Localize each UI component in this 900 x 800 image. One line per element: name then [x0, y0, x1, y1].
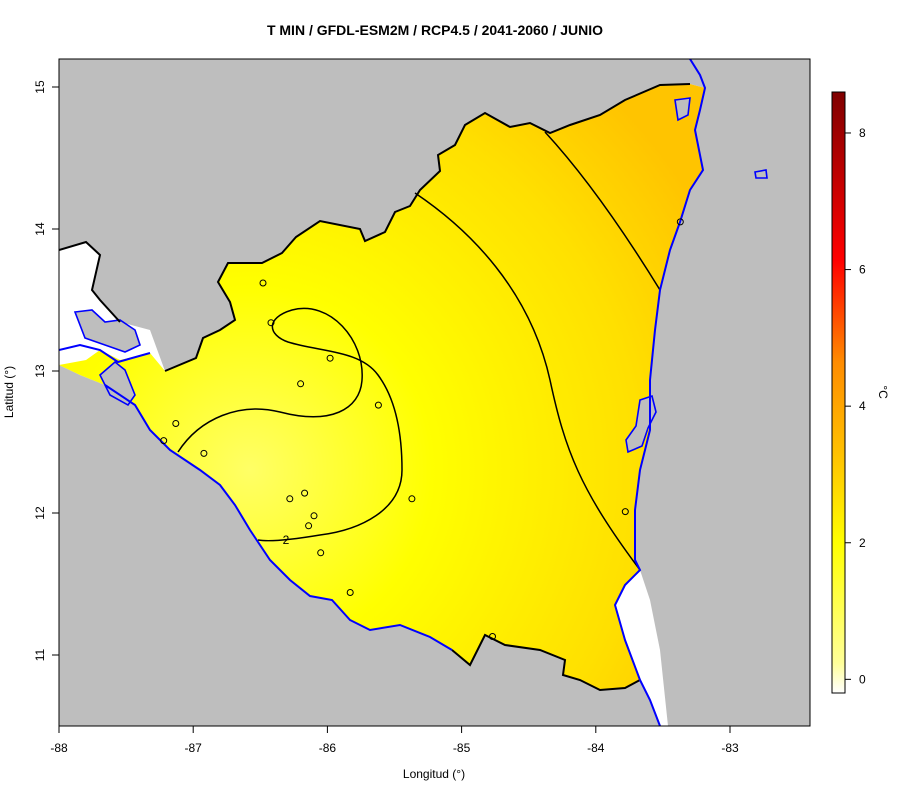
colorbar-ramp: [831, 91, 846, 694]
pearl-lagoon: [625, 394, 657, 454]
station-point: [301, 489, 309, 497]
y-tick-label: 12: [33, 506, 47, 520]
caribbean-coastline: [613, 59, 707, 726]
honduras-land: [59, 59, 705, 371]
colorbar-tick-label: 8: [859, 126, 866, 140]
station-point: [305, 522, 313, 530]
y-tick-label: 13: [33, 364, 47, 378]
station-point: [259, 279, 267, 287]
colorbar-tick-label: 4: [859, 399, 866, 413]
x-tick-label: -86: [319, 741, 337, 755]
el-salvador-land: [59, 365, 660, 726]
bay-of-fonseca-water: [73, 309, 141, 353]
x-tick-label: -85: [453, 741, 471, 755]
island-corn: [754, 169, 768, 179]
station-point: [346, 589, 354, 596]
map-title: T MIN / GFDL-ESM2M / RCP4.5 / 2041-2060 …: [267, 22, 603, 38]
contour-3: [544, 131, 661, 291]
station-point: [286, 495, 294, 503]
station-point: [267, 319, 275, 327]
colorbar-unit: °C: [876, 385, 890, 399]
station-point: [310, 512, 318, 520]
station-markers: [160, 218, 684, 640]
station-point: [200, 449, 208, 457]
colorbar-tick-label: 2: [859, 536, 866, 550]
y-tick-label: 15: [33, 80, 47, 94]
y-tick-label: 14: [33, 222, 47, 236]
station-point: [326, 354, 334, 362]
map-panel: 2: [59, 59, 810, 726]
station-point: [160, 437, 168, 445]
colorbar-tick-label: 6: [859, 263, 866, 277]
contour-2-5: [414, 192, 641, 571]
contour-2-inner: [177, 307, 403, 542]
x-axis: -88 -87 -86 -85 -84 -83 Longitud (°): [50, 725, 739, 781]
station-point: [172, 420, 180, 427]
y-axis: 11 12 13 14 15 Latitud (°): [2, 80, 60, 661]
y-axis-label: Latitud (°): [2, 366, 16, 418]
x-tick-label: -88: [50, 741, 68, 755]
station-point: [408, 495, 416, 503]
bismuna-lagoon: [674, 97, 691, 122]
contour-label: 2: [283, 533, 290, 547]
station-point: [317, 549, 325, 557]
station-point: [676, 218, 684, 226]
x-tick-label: -83: [721, 741, 739, 755]
nicaragua-border-south: [451, 633, 641, 692]
station-point: [621, 508, 629, 516]
x-tick-label: -84: [587, 741, 605, 755]
gulf-of-fonseca: [99, 360, 136, 407]
colorbar-tick-label: 0: [859, 672, 866, 686]
y-tick-label: 11: [33, 648, 47, 661]
station-point: [374, 401, 382, 409]
nicaragua-border-north: [59, 83, 691, 372]
contour-lines: [177, 131, 661, 571]
colorbar: 0 2 4 6 8 °C: [831, 91, 890, 694]
station-point: [297, 380, 305, 388]
x-axis-label: Longitud (°): [403, 767, 465, 781]
x-tick-label: -87: [185, 741, 203, 755]
station-point: [489, 633, 496, 640]
